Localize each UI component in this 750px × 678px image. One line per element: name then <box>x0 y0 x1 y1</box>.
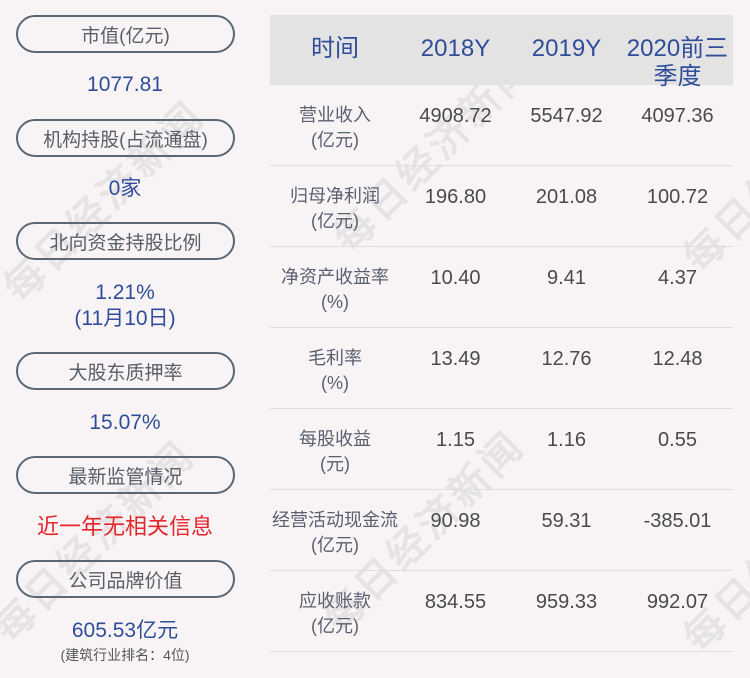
institutional-holding-value: 0家 <box>108 177 142 200</box>
pledge-rate-label: 大股东质押率 <box>16 352 235 390</box>
table-row: 每股收益 (元) 1.15 1.16 0.55 <box>270 409 733 490</box>
stock-summary-panel: 市值(亿元) 1077.81 机构持股(占流通盘) 0家 北向资金持股比例 1.… <box>0 0 250 678</box>
table-row: 应收账款 (亿元) 834.55 959.33 992.07 <box>270 571 733 652</box>
header-period: 时间 <box>311 35 359 62</box>
pledge-rate-value: 15.07% <box>89 411 161 434</box>
table-row: 营业收入 (亿元) 4908.72 5547.92 4097.36 <box>270 85 733 166</box>
northbound-ratio-label: 北向资金持股比例 <box>16 222 235 260</box>
financial-table: 时间 2018Y 2019Y 2020前三 季度 营业收入 (亿元) 4908.7… <box>270 15 733 652</box>
header-2019: 2019Y <box>531 35 602 62</box>
institutional-holding-label: 机构持股(占流通盘) <box>16 119 235 157</box>
brand-value-rank-note: (建筑行业排名：4位) <box>60 647 190 663</box>
header-2018: 2018Y <box>420 35 491 62</box>
table-row: 净资产收益率 (%) 10.40 9.41 4.37 <box>270 247 733 328</box>
table-row: 毛利率 (%) 13.49 12.76 12.48 <box>270 328 733 409</box>
regulatory-status-label: 最新监管情况 <box>16 456 235 494</box>
brand-value-value: 605.53亿元 <box>71 619 179 642</box>
regulatory-status-value: 近一年无相关信息 <box>36 514 213 539</box>
table-row: 经营活动现金流 (亿元) 90.98 59.31 -385.01 <box>270 490 733 571</box>
northbound-ratio-value: 1.21% <box>95 281 155 304</box>
brand-value-label: 公司品牌价值 <box>16 560 235 598</box>
table-header: 时间 2018Y 2019Y 2020前三 季度 <box>270 15 733 90</box>
market-cap-label: 市值(亿元) <box>16 15 235 53</box>
market-cap-value: 1077.81 <box>87 73 163 96</box>
northbound-ratio-date: (11月10日) <box>74 307 176 330</box>
header-2020-q3: 2020前三 季度 <box>626 35 729 90</box>
table-row: 归母净利润 (亿元) 196.80 201.08 100.72 <box>270 166 733 247</box>
